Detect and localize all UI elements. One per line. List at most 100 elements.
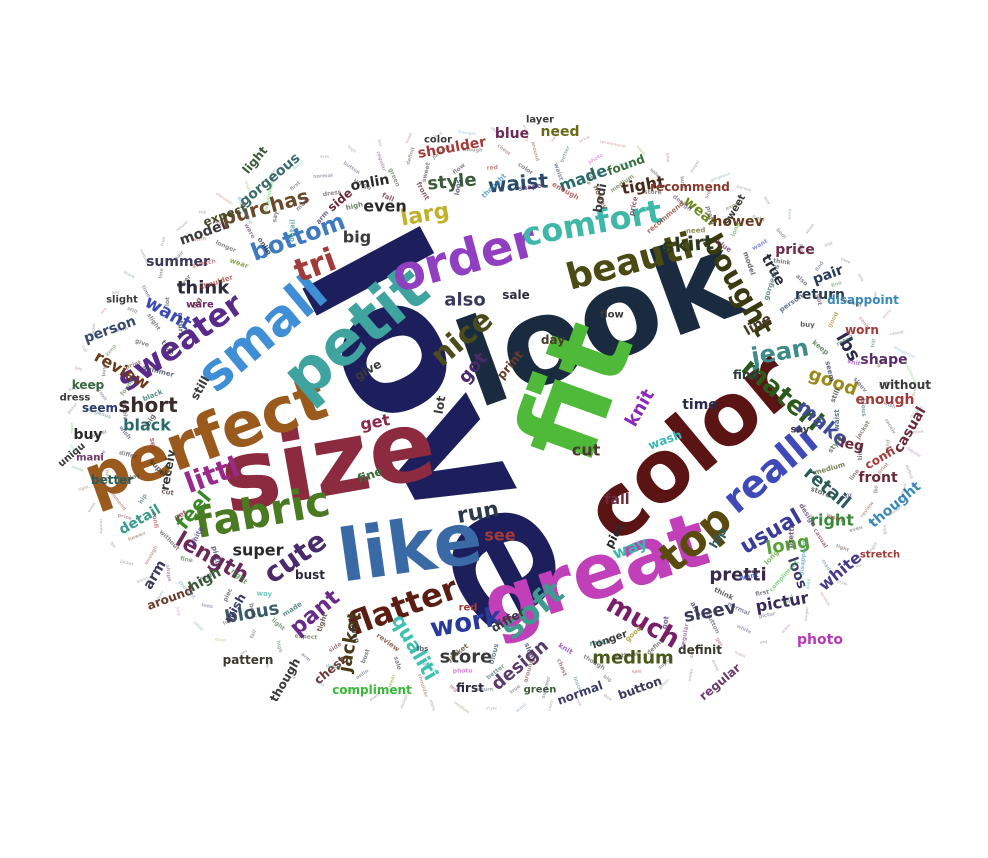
filler-word: arm <box>300 652 312 664</box>
word-mani: mani <box>76 453 104 464</box>
filler-word: time <box>857 445 864 460</box>
filler-word: review <box>99 519 105 535</box>
word-return: return <box>795 287 845 303</box>
word-white: white <box>815 548 866 595</box>
word-get: get <box>359 410 392 434</box>
filler-word: day <box>876 357 887 369</box>
filler-word: hip <box>870 338 876 347</box>
filler-word: loos <box>453 179 463 196</box>
filler-word: arm <box>320 154 329 159</box>
filler-word: person <box>736 183 752 192</box>
filler-word: seem <box>804 222 815 235</box>
word-enough: enough <box>855 392 914 408</box>
filler-word: high <box>345 200 364 212</box>
filler-word: design <box>399 693 409 709</box>
filler-word: white <box>68 384 82 392</box>
filler-word: bodi <box>774 227 787 240</box>
filler-word: need <box>686 226 706 235</box>
filler-word: piec <box>798 244 805 256</box>
filler-word: onlin <box>355 668 370 681</box>
filler-word: shoulder <box>215 191 234 206</box>
filler-word: though <box>462 147 483 154</box>
word-red: red <box>459 603 478 614</box>
word-need: need <box>541 124 580 140</box>
word-ware: ware <box>186 300 214 311</box>
word-waist: waist <box>487 168 550 197</box>
filler-word: first <box>911 387 918 397</box>
filler-word: got <box>814 293 823 305</box>
filler-word: seem <box>113 326 129 335</box>
filler-word: button <box>342 160 361 176</box>
filler-word: buy <box>763 196 772 206</box>
word-slight: slight <box>106 295 138 306</box>
filler-word: bust <box>360 648 372 665</box>
filler-word: detail <box>325 663 342 670</box>
filler-word: way <box>805 577 812 589</box>
filler-word: fine <box>831 280 844 289</box>
filler-word: wish <box>882 400 897 411</box>
filler-word: store <box>429 699 437 712</box>
filler-word: definit <box>905 464 915 480</box>
filler-word: style <box>585 168 597 186</box>
filler-word: detail <box>288 219 297 242</box>
filler-word: first <box>755 589 770 599</box>
filler-word: give <box>134 338 150 349</box>
filler-word: bodi <box>247 603 257 619</box>
filler-word: red <box>486 164 498 172</box>
word-see: see <box>484 526 515 545</box>
word-onlin: onlin <box>349 172 390 195</box>
filler-word: lot <box>164 297 171 307</box>
word-dress: dress <box>60 393 91 404</box>
word-skirt: skirt <box>661 230 715 258</box>
filler-word: confi <box>150 512 159 529</box>
filler-word: differ <box>118 449 137 460</box>
word-even: even <box>363 197 407 216</box>
filler-word: buy <box>800 321 815 330</box>
filler-word: want <box>314 677 326 688</box>
filler-word: even <box>86 501 96 513</box>
filler-word: receiv <box>121 399 129 420</box>
word-big: big <box>343 228 371 247</box>
filler-word: wash <box>618 161 634 169</box>
filler-word: worn <box>192 236 207 244</box>
filler-word: chest <box>496 143 512 158</box>
filler-word: waist <box>833 409 841 431</box>
filler-word: knit <box>847 358 861 368</box>
filler-word: think <box>290 667 297 680</box>
word-leg: leg <box>839 435 866 455</box>
word-fall: fall <box>604 492 629 508</box>
filler-word: model <box>689 159 701 174</box>
word-jean: jean <box>748 333 811 371</box>
word-think: think <box>177 278 230 299</box>
filler-word: keep <box>811 339 831 357</box>
word-worn: worn <box>845 323 879 337</box>
filler-word: good <box>215 636 227 643</box>
filler-word: side <box>704 186 715 200</box>
word-like: like <box>333 495 487 598</box>
word-shape: shape <box>860 352 907 368</box>
filler-word: found <box>884 439 892 456</box>
word-price: price <box>775 242 815 258</box>
filler-word: receiv <box>883 418 897 436</box>
word-compliment: compliment <box>332 683 412 697</box>
filler-word: black <box>571 676 582 693</box>
filler-word: fall <box>377 139 384 148</box>
filler-word: tight <box>78 484 90 492</box>
word-better: better <box>91 473 133 487</box>
filler-word: bust <box>678 176 686 190</box>
word-stretch: stretch <box>860 550 900 561</box>
filler-word: casual <box>812 527 829 549</box>
filler-word: knit <box>557 642 575 657</box>
filler-word: pair <box>872 291 878 300</box>
filler-word: sale <box>392 656 403 671</box>
word-buy: buy <box>73 427 102 443</box>
filler-word: sleev <box>154 589 164 602</box>
filler-word: white <box>735 623 752 636</box>
filler-word: blous <box>859 398 867 417</box>
filler-word: cut <box>81 344 89 353</box>
filler-word: loos <box>201 602 213 610</box>
filler-word: black <box>123 269 136 279</box>
filler-word: line <box>158 267 165 279</box>
filler-word: front <box>404 132 413 144</box>
word-medium: medium <box>592 648 674 669</box>
